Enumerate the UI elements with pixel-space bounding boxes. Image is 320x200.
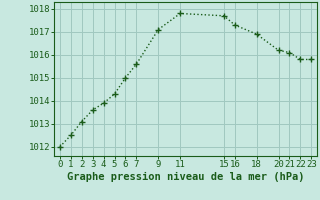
X-axis label: Graphe pression niveau de la mer (hPa): Graphe pression niveau de la mer (hPa): [67, 172, 304, 182]
